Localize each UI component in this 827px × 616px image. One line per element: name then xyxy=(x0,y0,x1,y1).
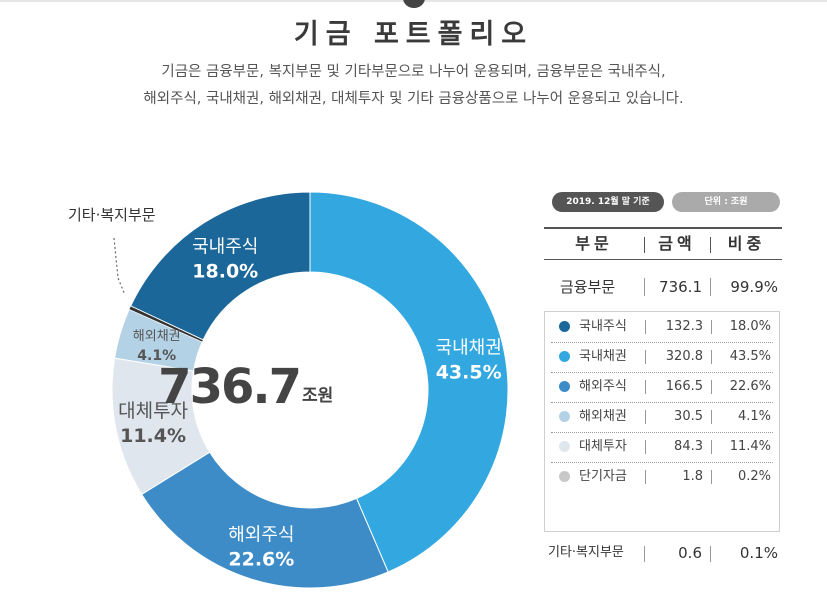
row-amount: 84.3 xyxy=(674,439,703,454)
table-badges: 2019. 12월 말 기준 단위 : 조원 xyxy=(552,192,792,214)
page-description: 기금은 금융부문, 복지부문 및 기타부문으로 나누어 운용되며, 금융부문은 … xyxy=(60,59,767,113)
row-separator xyxy=(645,440,646,454)
other-leader-line xyxy=(113,237,126,296)
row-separator xyxy=(645,350,646,364)
row-separator xyxy=(711,470,712,484)
row-share: 11.4% xyxy=(729,439,771,454)
row-name: 대체투자 xyxy=(579,439,627,454)
row-separator xyxy=(711,350,712,364)
row-amount: 30.5 xyxy=(674,409,703,424)
row-separator xyxy=(711,320,712,334)
description-line-1: 기금은 금융부문, 복지부문 및 기타부문으로 나누어 운용되며, 금융부문은 … xyxy=(161,64,666,80)
financial-sector-amount: 736.1 xyxy=(659,278,702,296)
legend-dot-icon xyxy=(559,381,570,392)
row-name: 해외채권 xyxy=(579,409,627,424)
center-total-unit: 조원 xyxy=(302,386,333,406)
row-separator xyxy=(645,410,646,424)
row-separator xyxy=(711,380,712,394)
financial-sector-name: 금융부문 xyxy=(560,278,616,296)
row-amount: 132.3 xyxy=(665,319,703,334)
other-sector-name: 기타·복지부문 xyxy=(548,545,624,560)
row-separator xyxy=(710,546,711,562)
row-separator xyxy=(645,470,646,484)
table-row: 국내채권 320.8 43.5% xyxy=(551,342,773,373)
donut-slice xyxy=(141,451,389,589)
other-outside-label: 기타·복지부문 xyxy=(68,206,156,224)
row-name: 국내주식 xyxy=(579,319,627,334)
financial-sector-share: 99.9% xyxy=(730,278,778,296)
financial-sector-row: 금융부문 736.1 99.9% xyxy=(544,272,782,300)
header-separator xyxy=(644,237,645,253)
header-share: 비중 xyxy=(727,234,766,253)
row-separator xyxy=(644,278,645,296)
description-line-2: 해외주식, 국내채권, 해외채권, 대체투자 및 기타 금융상품으로 나누어 운… xyxy=(143,91,684,107)
row-share: 43.5% xyxy=(729,349,771,364)
slice-name-label: 해외주식 xyxy=(228,525,294,546)
row-name: 해외주식 xyxy=(579,379,627,394)
row-name: 단기자금 xyxy=(579,469,627,484)
slice-percent-label: 43.5% xyxy=(436,361,502,383)
donut-slice xyxy=(130,191,311,341)
row-separator xyxy=(645,320,646,334)
header-separator xyxy=(710,237,711,253)
row-share: 0.2% xyxy=(737,469,771,484)
unit-badge: 단위 : 조원 xyxy=(672,192,780,212)
slice-name-label: 해외채권 xyxy=(133,329,181,344)
donut-slice xyxy=(309,191,509,573)
row-separator xyxy=(710,278,711,296)
donut-slice-labels: 국내채권 43.5% 해외주식 22.6% 대체투자 11.4% 해외채권 4.1% 국내주식 1… xyxy=(118,237,502,571)
page-title: 기금 포트폴리오 xyxy=(293,19,534,50)
other-sector-amount: 0.6 xyxy=(678,544,702,562)
legend-dot-icon xyxy=(559,441,570,452)
table-row: 해외채권 30.5 4.1% xyxy=(551,402,773,433)
slice-name-label: 대체투자 xyxy=(118,400,188,422)
portfolio-donut-chart: 국내채권 43.5% 해외주식 22.6% 대체투자 11.4% 해외채권 4.1% 국내주식 1… xyxy=(68,191,509,589)
table-row: 단기자금 1.8 0.2% xyxy=(551,462,773,492)
table-row: 국내주식 132.3 18.0% xyxy=(551,312,773,343)
financial-breakdown-box: 국내주식 132.3 18.0% 국내채권 320.8 43.5% 해외주식 1… xyxy=(544,311,780,532)
row-amount: 166.5 xyxy=(665,379,703,394)
row-name: 국내채권 xyxy=(579,349,627,364)
row-share: 22.6% xyxy=(729,379,771,394)
legend-dot-icon xyxy=(559,351,570,362)
row-share: 4.1% xyxy=(737,409,771,424)
slice-percent-label: 11.4% xyxy=(120,425,186,447)
table-row: 해외주식 166.5 22.6% xyxy=(551,372,773,403)
slice-name-label: 국내주식 xyxy=(192,237,258,258)
row-amount: 1.8 xyxy=(682,469,703,484)
section-marker-icon xyxy=(403,0,425,8)
header-amount: 금액 xyxy=(658,234,696,253)
slice-percent-label: 18.0% xyxy=(192,261,258,283)
row-separator xyxy=(711,440,712,454)
row-share: 18.0% xyxy=(729,319,771,334)
row-separator xyxy=(645,380,646,394)
row-separator xyxy=(644,546,645,562)
date-badge: 2019. 12월 말 기준 xyxy=(552,192,664,212)
row-separator xyxy=(711,410,712,424)
other-sector-row: 기타·복지부문 0.6 0.1% xyxy=(544,538,782,568)
table-header: 부문 금액 비중 xyxy=(544,227,782,260)
slice-percent-label: 4.1% xyxy=(137,348,176,364)
legend-dot-icon xyxy=(559,471,570,482)
donut-slices xyxy=(111,191,509,589)
legend-dot-icon xyxy=(559,321,570,332)
table-row: 대체투자 84.3 11.4% xyxy=(551,432,773,463)
row-amount: 320.8 xyxy=(665,349,703,364)
center-total-value: 736.7 xyxy=(158,359,300,415)
slice-name-label: 국내채권 xyxy=(436,337,502,358)
slice-percent-label: 22.6% xyxy=(228,549,294,571)
other-sector-share: 0.1% xyxy=(739,544,778,562)
header-category: 부문 xyxy=(575,234,613,253)
legend-dot-icon xyxy=(559,411,570,422)
